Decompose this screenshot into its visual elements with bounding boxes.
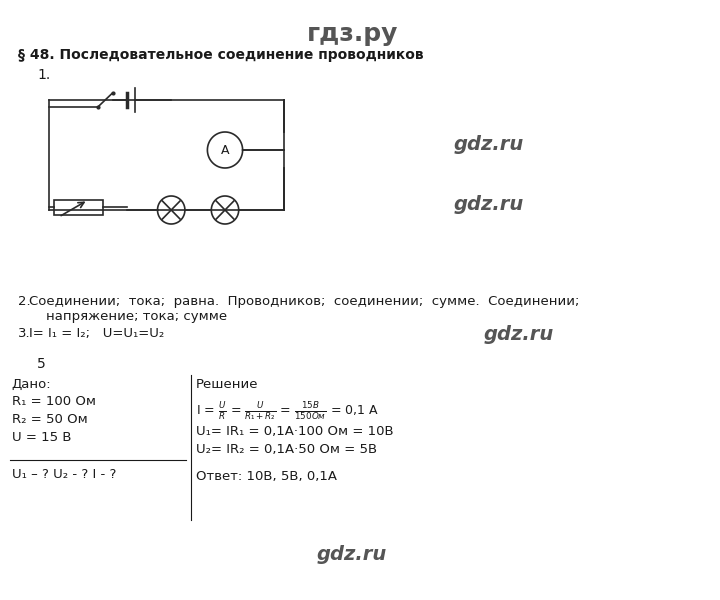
Text: R₁ = 100 Ом: R₁ = 100 Ом bbox=[12, 395, 96, 408]
Text: § 48. Последовательное соединение проводников: § 48. Последовательное соединение провод… bbox=[17, 48, 423, 62]
Text: A: A bbox=[221, 143, 229, 157]
Text: 5: 5 bbox=[37, 357, 46, 371]
Text: 1.: 1. bbox=[37, 68, 50, 82]
Text: I= I₁ = I₂;   U=U₁=U₂: I= I₁ = I₂; U=U₁=U₂ bbox=[30, 327, 165, 340]
Text: U₂= IR₂ = 0,1А·50 Ом = 5В: U₂= IR₂ = 0,1А·50 Ом = 5В bbox=[196, 443, 377, 456]
Text: 3.: 3. bbox=[17, 327, 30, 340]
Text: Дано:: Дано: bbox=[12, 378, 51, 391]
Text: U₁= IR₁ = 0,1А·100 Ом = 10В: U₁= IR₁ = 0,1А·100 Ом = 10В bbox=[196, 425, 393, 438]
Text: U = 15 В: U = 15 В bbox=[12, 431, 71, 444]
Text: гдз.ру: гдз.ру bbox=[307, 22, 398, 46]
Text: Ответ: 10В, 5В, 0,1А: Ответ: 10В, 5В, 0,1А bbox=[196, 470, 337, 483]
Text: U₁ – ? U₂ - ? I - ?: U₁ – ? U₂ - ? I - ? bbox=[12, 468, 116, 481]
Text: R₂ = 50 Ом: R₂ = 50 Ом bbox=[12, 413, 88, 426]
Text: 2.: 2. bbox=[17, 295, 30, 308]
Text: I = $\frac{U}{R}$ = $\frac{U}{R₁+R₂}$ = $\frac{15В}{150Ом}$ = 0,1 А: I = $\frac{U}{R}$ = $\frac{U}{R₁+R₂}$ = … bbox=[196, 400, 379, 422]
Text: gdz.ru: gdz.ru bbox=[483, 325, 554, 344]
Text: Соединении;  тока;  равна.  Проводников;  соединении;  сумме.  Соединении;
    н: Соединении; тока; равна. Проводников; со… bbox=[30, 295, 580, 323]
Bar bbox=[54, 200, 103, 215]
Text: Решение: Решение bbox=[196, 378, 258, 391]
Text: gdz.ru: gdz.ru bbox=[454, 196, 524, 214]
Text: gdz.ru: gdz.ru bbox=[454, 136, 524, 154]
Text: gdz.ru: gdz.ru bbox=[317, 545, 387, 565]
